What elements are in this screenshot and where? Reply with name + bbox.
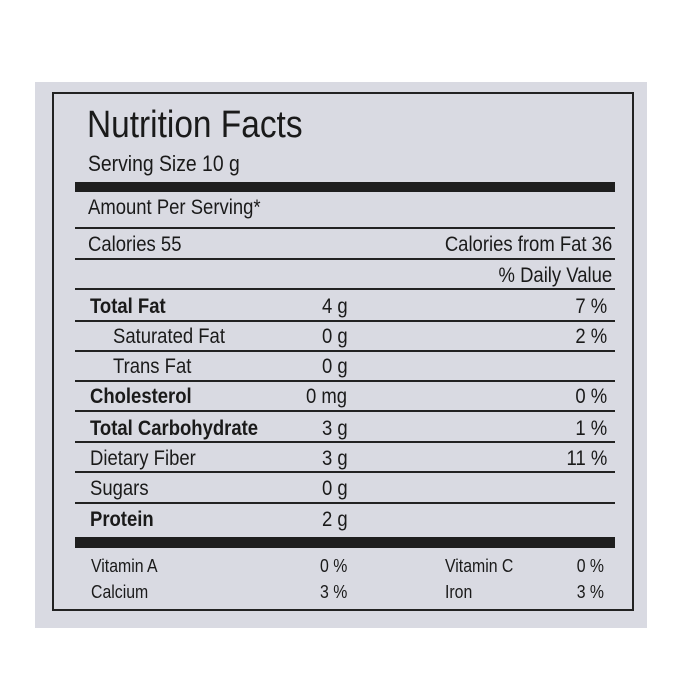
nutrient-amount: 0 g	[322, 355, 348, 378]
thick-divider	[75, 182, 615, 192]
nutrient-name: Cholesterol	[90, 385, 192, 408]
nutrient-amount: 0 mg	[306, 385, 348, 408]
thick-divider	[75, 537, 615, 548]
divider	[75, 410, 615, 412]
title: Nutrition Facts	[87, 104, 303, 146]
serving-size: Serving Size 10 g	[88, 151, 240, 176]
vitamin-value: 3 %	[320, 582, 348, 602]
nutrient-amount: 0 g	[322, 325, 348, 348]
nutrient-name: Sugars	[90, 477, 149, 500]
divider	[75, 288, 615, 290]
vitamin-value: 3 %	[576, 582, 604, 602]
nutrient-name: Total Carbohydrate	[90, 417, 259, 440]
nutrient-name: Total Fat	[90, 295, 166, 318]
vitamin-name: Calcium	[91, 582, 149, 602]
vitamin-value: 0 %	[320, 556, 348, 576]
divider	[75, 471, 615, 473]
nutrient-dv: 0 %	[575, 385, 607, 408]
nutrient-amount: 4 g	[322, 295, 348, 318]
vitamin-name: Vitamin C	[445, 556, 514, 576]
nutrient-name: Saturated Fat	[113, 325, 225, 348]
nutrient-dv: 7 %	[575, 295, 607, 318]
nutrient-dv: 11 %	[566, 447, 607, 470]
divider	[75, 502, 615, 504]
daily-value-header: % Daily Value	[498, 264, 612, 287]
nutrient-dv: 1 %	[575, 417, 607, 440]
calories-from-fat: Calories from Fat 36	[444, 233, 612, 256]
divider	[75, 380, 615, 382]
amount-per-serving: Amount Per Serving*	[88, 196, 261, 219]
divider	[75, 320, 615, 322]
nutrient-amount: 3 g	[322, 447, 348, 470]
nutrient-amount: 2 g	[322, 508, 348, 531]
divider	[75, 441, 615, 443]
calories: Calories 55	[88, 233, 182, 256]
nutrient-amount: 3 g	[322, 417, 348, 440]
nutrient-name: Dietary Fiber	[90, 447, 196, 470]
nutrient-name: Protein	[90, 508, 154, 531]
divider	[75, 227, 615, 229]
vitamin-name: Iron	[445, 582, 473, 602]
nutrition-facts-panel	[52, 92, 634, 611]
nutrient-dv: 2 %	[575, 325, 607, 348]
divider	[75, 350, 615, 352]
divider	[75, 258, 615, 260]
vitamin-value: 0 %	[576, 556, 604, 576]
vitamin-name: Vitamin A	[91, 556, 158, 576]
nutrient-amount: 0 g	[322, 477, 348, 500]
nutrient-name: Trans Fat	[113, 355, 192, 378]
